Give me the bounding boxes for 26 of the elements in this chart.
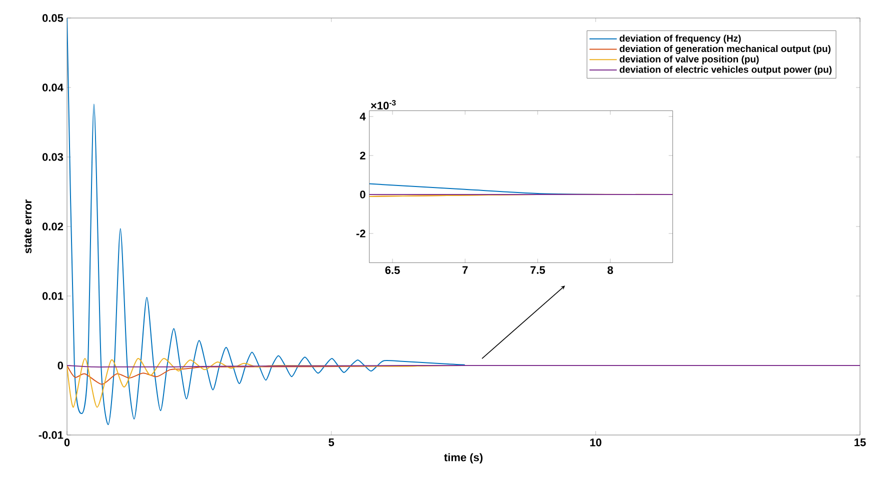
y-tick-label: -0.01 [38,431,64,439]
legend-label: deviation of electric vehicles output power (pu) [620,66,832,75]
x-tick-label: 5 [328,438,334,446]
x-axis-title: time (s) [444,453,483,464]
x-tick-label: 15 [854,438,866,446]
y-tick-label: 0 [58,362,64,370]
legend-label: deviation of frequency (Hz) [620,34,741,44]
x-tick-label: 0 [64,438,70,446]
y-tick-label: 0.04 [42,84,64,92]
x-tick-label: 8 [608,266,613,274]
y-tick-label: 0 [360,190,366,198]
y-tick-label: 0.02 [42,222,64,230]
y-tick-label: 0.05 [42,14,64,22]
y-axis-title: state error [24,199,32,254]
annotation: ×10$^{-3}$ [370,100,396,110]
y-tick-label: 0.03 [42,153,64,161]
x-tick-label: 10 [590,438,602,446]
y-tick-label: 4 [360,112,366,120]
x-tick-label: 7 [462,266,468,274]
y-tick-label: 2 [360,152,366,160]
x-tick-label: 6.5 [385,266,400,274]
y-tick-label: -2 [356,230,366,238]
legend-label: deviation of valve position (pu) [620,55,759,64]
legend-label: deviation of generation mechanical output (pu) [620,45,830,54]
x-tick-label: 7.5 [530,266,546,274]
y-tick-label: 0.01 [42,292,64,300]
